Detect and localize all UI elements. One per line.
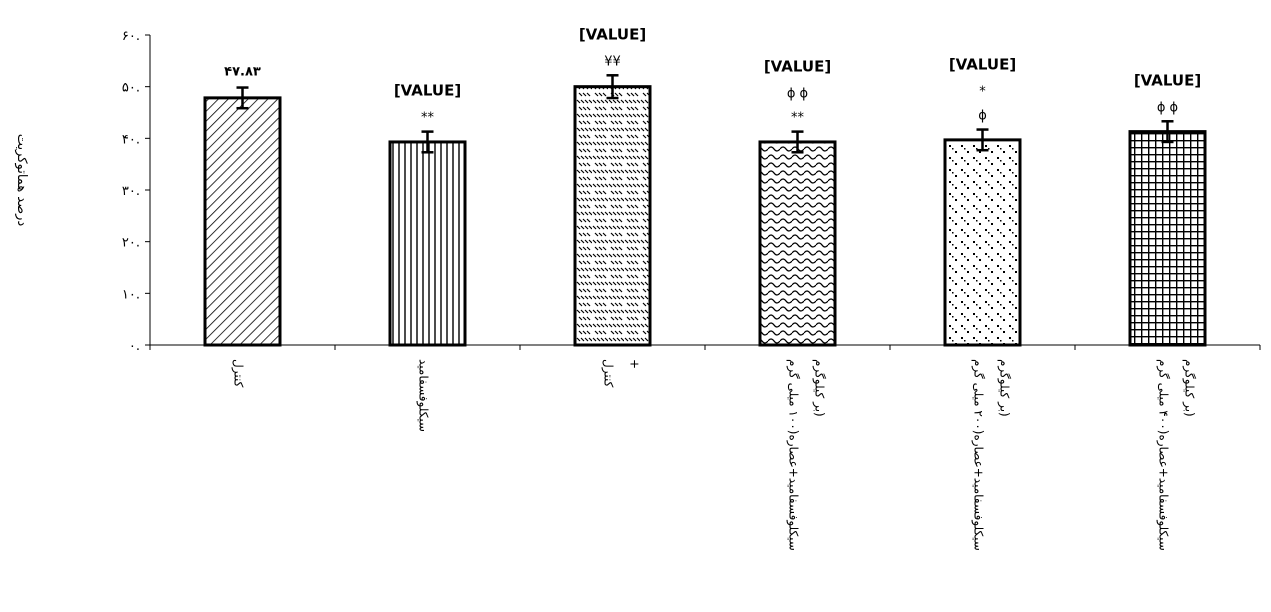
axes: ۰. ۱۰. ۲۰. ۳۰. ۴۰. ۵۰. ۶۰. درصد هماتوکریت xyxy=(14,29,1261,354)
bar xyxy=(943,138,1022,347)
y-tick-label: ۴۰. xyxy=(122,132,140,147)
bar xyxy=(758,140,837,347)
bar xyxy=(203,96,282,347)
bars xyxy=(203,74,1207,347)
data-label: [VALUE] xyxy=(579,25,646,43)
y-tick-label: ۱۰. xyxy=(122,287,140,302)
bar xyxy=(1128,130,1207,347)
y-tick-label: ۲۰. xyxy=(122,236,140,251)
bar-group xyxy=(1128,120,1207,347)
bar-group xyxy=(573,74,652,347)
category-label: بر کیلوگرم) xyxy=(997,359,1012,417)
bar xyxy=(388,140,467,347)
y-tick-label: ۶۰. xyxy=(122,29,140,44)
significance-mark: ɸ ɸ xyxy=(1157,100,1178,115)
y-axis-label: درصد هماتوکریت xyxy=(14,134,29,227)
y-tick-label: ۳۰. xyxy=(122,184,140,199)
bar-group xyxy=(943,128,1022,347)
significance-mark: ɸ ɸ xyxy=(787,87,808,102)
bar-group xyxy=(388,130,467,347)
data-label: ۴۷.۸۳ xyxy=(224,65,261,80)
significance-mark: ** xyxy=(421,111,435,126)
category-label: کنترل xyxy=(231,359,246,388)
data-label: [VALUE] xyxy=(764,58,831,76)
significance-mark: ɸ xyxy=(978,109,987,124)
category-label: + xyxy=(628,359,642,369)
data-label: [VALUE] xyxy=(949,56,1016,74)
bar xyxy=(573,85,652,347)
category-label: سیکلوفسفامید xyxy=(416,359,431,432)
y-tick-label: ۰. xyxy=(129,339,140,354)
significance-mark: ¥¥ xyxy=(604,54,621,69)
data-label: [VALUE] xyxy=(394,82,461,100)
category-label: بر کیلوگرم) xyxy=(1182,359,1197,417)
category-label: سیکلوفسفامید+عصاره(۴۰۰ میلی گرم xyxy=(1156,359,1171,551)
category-label: سیکلوفسفامید+عصاره(۲۰۰ میلی گرم xyxy=(971,359,986,551)
category-label: بر کیلوگرم) xyxy=(812,359,827,417)
category-label: کنترل xyxy=(601,359,616,388)
y-tick-label: ۵۰. xyxy=(122,81,140,96)
category-label: سیکلوفسفامید+عصاره(۱۰۰ میلی گرم xyxy=(786,359,801,551)
significance-mark: ** xyxy=(791,111,805,126)
data-label: [VALUE] xyxy=(1134,71,1201,89)
significance-mark: * xyxy=(979,85,986,100)
labels: ۴۷.۸۳ کنترل ** [VALUE] سیکلوفسفامید ¥¥ [VALUE]… xyxy=(224,25,1201,550)
bar-group xyxy=(203,86,282,347)
bar-group xyxy=(758,130,837,347)
